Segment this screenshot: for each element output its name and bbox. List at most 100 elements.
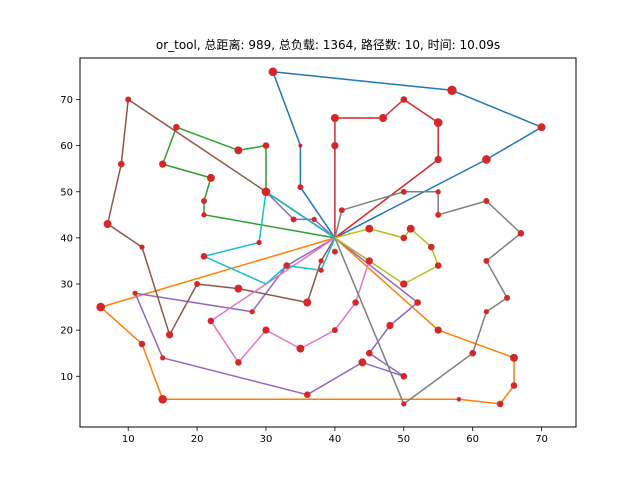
customer-point-28 xyxy=(434,155,442,164)
customer-point-6 xyxy=(298,143,303,148)
customer-point-40 xyxy=(414,299,421,306)
customer-point-64 xyxy=(504,294,511,301)
customer-point-75 xyxy=(200,252,208,260)
y-tick-label: 60 xyxy=(60,141,73,152)
customer-point-29 xyxy=(290,216,297,223)
customer-point-23 xyxy=(331,141,339,150)
customer-point-51 xyxy=(352,299,359,306)
customer-point-63 xyxy=(483,257,490,264)
customer-point-21 xyxy=(262,142,270,149)
customer-point-2 xyxy=(447,85,457,95)
customer-point-66 xyxy=(469,349,477,357)
customer-point-25 xyxy=(379,114,388,122)
y-tick-label: 70 xyxy=(60,95,73,106)
customer-point-27 xyxy=(433,118,443,127)
customer-point-3 xyxy=(537,123,546,132)
customer-point-42 xyxy=(303,298,312,307)
customer-point-33 xyxy=(132,290,138,296)
customer-point-54 xyxy=(262,326,270,334)
x-tick-label: 30 xyxy=(260,434,273,445)
customer-point-56 xyxy=(207,317,215,325)
x-tick-label: 10 xyxy=(122,434,135,445)
y-tick-label: 10 xyxy=(60,372,73,383)
customer-point-43 xyxy=(234,284,243,293)
route-line-3 xyxy=(161,126,336,239)
customer-point-39 xyxy=(386,321,394,330)
customer-point-35 xyxy=(304,391,311,399)
customer-point-46 xyxy=(139,244,145,250)
customer-point-10 xyxy=(456,397,462,402)
customer-point-59 xyxy=(435,189,441,195)
customer-point-30 xyxy=(311,216,317,223)
x-tick-label: 60 xyxy=(466,434,479,445)
customer-point-16 xyxy=(201,198,207,204)
customer-point-48 xyxy=(118,160,125,168)
customer-point-37 xyxy=(400,373,408,380)
nodes-layer xyxy=(96,67,546,408)
customer-point-57 xyxy=(338,207,345,214)
customer-point-49 xyxy=(125,96,132,103)
customer-point-41 xyxy=(318,258,324,264)
route-line-4 xyxy=(334,98,439,239)
customer-point-12 xyxy=(510,382,518,389)
customer-point-18 xyxy=(159,160,167,168)
customer-point-9 xyxy=(158,394,168,404)
x-tick-label: 40 xyxy=(329,434,342,445)
customer-point-36 xyxy=(358,358,367,367)
customer-point-11 xyxy=(496,400,504,408)
customer-point-67 xyxy=(401,401,407,407)
customer-point-24 xyxy=(330,114,339,122)
customer-point-76 xyxy=(256,239,262,246)
customer-point-20 xyxy=(234,146,243,155)
route-line-5 xyxy=(134,191,419,396)
customer-point-19 xyxy=(173,123,180,131)
route-line-9 xyxy=(334,227,439,285)
customer-point-70 xyxy=(406,224,415,233)
customer-point-14 xyxy=(434,326,442,334)
customer-point-65 xyxy=(483,309,490,315)
plot-frame xyxy=(79,57,577,428)
customer-point-26 xyxy=(400,96,408,103)
customer-point-31 xyxy=(283,262,291,269)
customer-point-22 xyxy=(261,187,271,197)
customer-point-7 xyxy=(96,302,106,312)
customer-point-58 xyxy=(400,188,407,195)
route-line-1 xyxy=(272,71,543,239)
customer-point-44 xyxy=(194,281,201,287)
customer-point-71 xyxy=(428,243,435,251)
x-tick-label: 70 xyxy=(535,434,548,445)
customer-point-55 xyxy=(235,359,242,366)
customer-point-77 xyxy=(331,248,338,255)
customer-point-8 xyxy=(138,340,146,348)
customer-point-47 xyxy=(103,220,112,228)
customer-point-61 xyxy=(483,198,490,204)
customer-point-17 xyxy=(206,173,215,182)
y-tick-label: 20 xyxy=(60,326,73,337)
x-tick-label: 20 xyxy=(191,434,204,445)
y-tick-label: 50 xyxy=(60,187,73,198)
customer-point-62 xyxy=(517,230,525,237)
customer-point-73 xyxy=(400,280,408,288)
customer-point-34 xyxy=(160,355,166,361)
customer-point-32 xyxy=(249,309,255,315)
chart-title: or_tool, 总距离: 989, 总负载: 1364, 路径数: 10, 时… xyxy=(155,38,501,52)
customer-point-60 xyxy=(435,211,442,218)
customer-point-13 xyxy=(510,353,518,362)
customer-point-1 xyxy=(268,67,278,77)
customer-point-72 xyxy=(434,262,442,269)
y-tick-label: 30 xyxy=(60,280,73,291)
y-tick-label: 40 xyxy=(60,233,73,244)
customer-point-69 xyxy=(400,234,408,242)
customer-point-52 xyxy=(331,327,338,334)
x-tick-label: 50 xyxy=(397,434,410,445)
route-line-10 xyxy=(203,191,336,285)
ticks-layer: 10 20 30 40 50 60 70 10 20 30 40 50 60 70 xyxy=(60,95,548,445)
customer-point-74 xyxy=(318,267,324,273)
customer-point-38 xyxy=(366,349,373,357)
customer-point-50 xyxy=(365,257,373,265)
customer-point-53 xyxy=(296,344,305,353)
customer-point-5 xyxy=(297,184,304,191)
customer-point-68 xyxy=(365,224,374,233)
